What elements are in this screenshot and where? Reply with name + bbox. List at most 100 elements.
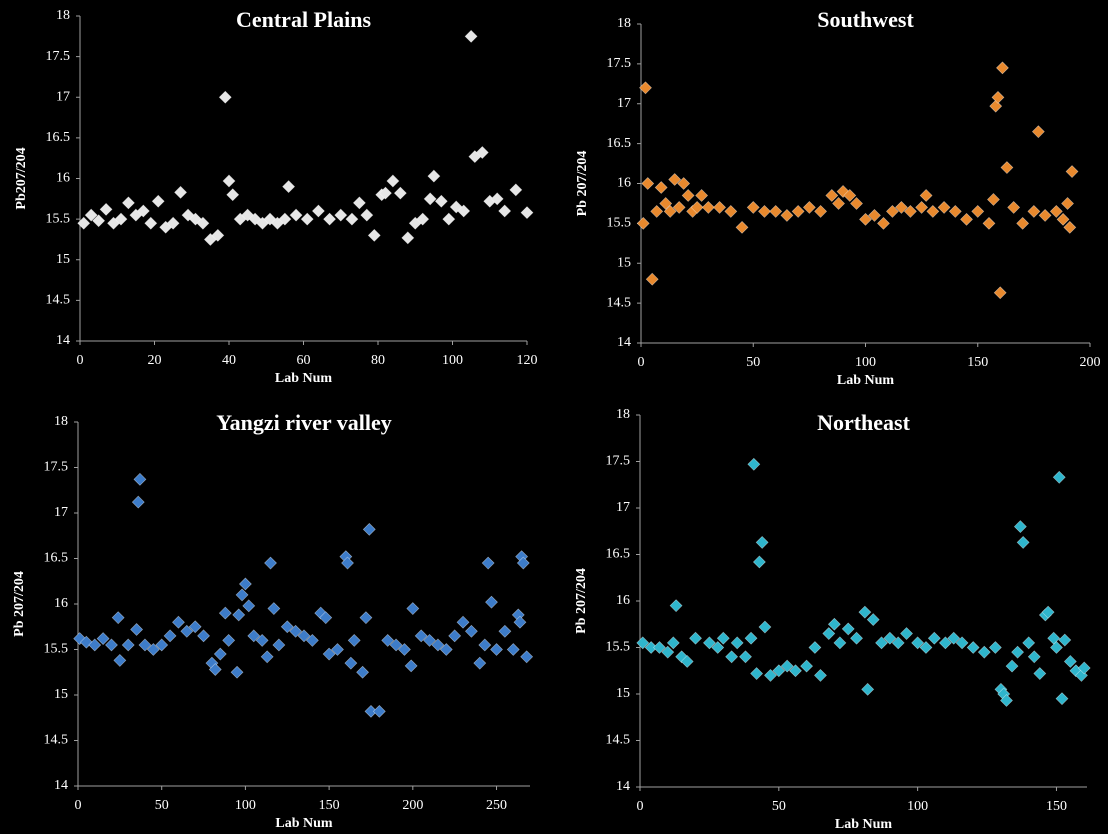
y-axis-label: Pb 207/204 [12, 571, 27, 637]
data-point [791, 204, 805, 218]
x-axis-label: Lab Num [275, 816, 333, 831]
data-point [272, 638, 286, 652]
data-point [319, 611, 333, 625]
y-tick-label: 18 [56, 8, 70, 23]
data-point [88, 638, 102, 652]
y-tick-label: 16 [54, 596, 68, 611]
data-point [877, 216, 890, 230]
data-point [99, 202, 113, 216]
data-point [144, 216, 158, 230]
y-tick-label: 17.5 [44, 460, 69, 475]
data-point [213, 647, 227, 661]
data-point [473, 656, 487, 670]
y-tick-label: 15.5 [44, 642, 69, 657]
data-point [689, 631, 702, 645]
data-point [360, 208, 374, 222]
data-point [172, 615, 185, 629]
data-point [1031, 125, 1045, 139]
data-point [475, 146, 489, 159]
data-point [982, 216, 996, 230]
x-tick-label: 150 [967, 355, 988, 370]
data-point [883, 631, 897, 645]
data-point [1041, 605, 1055, 619]
chart-title: Northeast [817, 410, 911, 435]
data-point [401, 231, 415, 245]
data-point [987, 193, 1000, 206]
data-point [423, 633, 436, 647]
y-tick-label: 18 [617, 16, 631, 31]
data-point [1063, 220, 1077, 234]
data-point [393, 186, 407, 200]
data-point [359, 611, 373, 625]
data-point [875, 636, 888, 650]
data-point [746, 201, 760, 214]
data-point [653, 641, 666, 654]
data-point [988, 641, 1002, 654]
data-point [1056, 212, 1070, 226]
data-point [267, 602, 281, 615]
data-point [711, 641, 725, 654]
chart-title: Central Plains [236, 7, 371, 32]
data-point [735, 220, 749, 234]
data-point [431, 638, 445, 652]
data-point [516, 556, 530, 570]
data-point [226, 188, 240, 202]
x-tick-label: 50 [772, 799, 786, 814]
data-point [915, 201, 929, 214]
data-point [1065, 165, 1079, 178]
data-point [490, 643, 503, 656]
x-tick-label: 0 [75, 798, 82, 813]
data-point [464, 29, 478, 43]
data-point [235, 588, 249, 602]
data-point [230, 665, 244, 679]
data-point [457, 204, 471, 218]
data-point [238, 577, 252, 591]
data-point [255, 633, 269, 647]
data-point [996, 61, 1009, 75]
data-point [345, 212, 359, 226]
x-tick-label: 80 [371, 353, 385, 368]
y-tick-label: 16.5 [46, 130, 71, 145]
y-axis-label: Pb 207/204 [574, 568, 589, 634]
data-point [498, 624, 512, 638]
data-point [695, 189, 709, 202]
data-point [977, 645, 991, 659]
data-point [866, 613, 880, 627]
data-point [1005, 659, 1019, 673]
data-point [509, 183, 523, 197]
y-tick-label: 17.5 [606, 454, 631, 469]
y-tick-label: 16.5 [44, 551, 69, 566]
data-point [843, 189, 857, 202]
x-tick-label: 120 [517, 353, 538, 368]
data-point [680, 655, 694, 668]
data-point [211, 228, 225, 242]
data-point [716, 631, 730, 645]
data-point [427, 169, 441, 183]
data-point [903, 204, 917, 218]
y-tick-label: 14 [54, 778, 68, 793]
data-point [966, 641, 980, 654]
y-tick-label: 18 [616, 407, 630, 422]
y-tick-label: 17 [54, 505, 68, 520]
x-axis-label: Lab Num [837, 373, 895, 388]
data-point [372, 704, 386, 718]
data-point [702, 636, 716, 650]
data-point [927, 631, 941, 645]
data-point [1077, 661, 1091, 675]
data-point [971, 204, 985, 218]
data-point [814, 204, 828, 218]
data-point [352, 196, 366, 210]
data-point [1047, 631, 1061, 645]
data-point [636, 636, 650, 650]
data-point [416, 212, 430, 226]
data-point [77, 216, 91, 230]
data-point [155, 638, 169, 652]
y-tick-label: 14.5 [607, 295, 632, 310]
data-point [758, 620, 772, 634]
data-point [362, 522, 376, 536]
data-point [222, 633, 236, 647]
y-tick-label: 17.5 [607, 56, 632, 71]
data-point [138, 638, 152, 652]
data-point [841, 622, 855, 636]
data-point [800, 659, 814, 673]
